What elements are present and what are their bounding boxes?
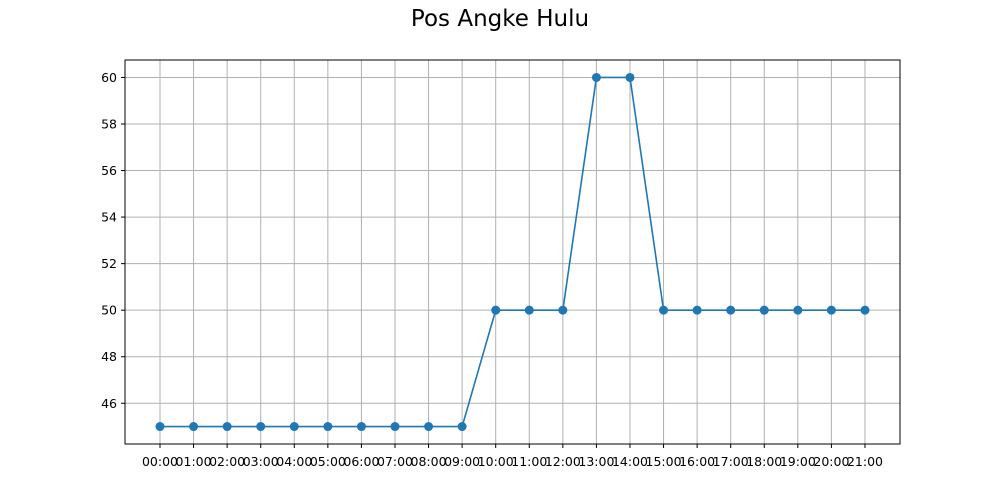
series-line [160,76,865,428]
plot-frame [124,59,901,445]
y-tick-label: 48 [101,349,117,364]
data-point [222,422,232,432]
chart-title: Pos Angke Hulu [410,6,590,32]
x-tick-label: 11:00 [511,454,547,469]
x-tick-label: 02:00 [209,454,245,469]
data-point [256,422,266,432]
x-tick-label: 04:00 [276,454,312,469]
data-point [860,305,870,315]
x-tick-label: 18:00 [746,454,782,469]
y-tick-label: 52 [101,256,117,271]
x-tick-label: 19:00 [780,454,816,469]
x-tick-label: 20:00 [813,454,849,469]
x-tick-label: 10:00 [478,454,514,469]
series-layer [155,72,870,432]
x-tick-label: 14:00 [612,454,648,469]
data-point [457,422,467,432]
data-point [826,305,836,315]
data-point [323,422,333,432]
x-tick-label: 00:00 [142,454,178,469]
data-point [424,422,434,432]
x-tick-label: 08:00 [411,454,447,469]
y-tick-label: 54 [101,210,117,225]
data-point [289,422,299,432]
data-point [759,305,769,315]
x-tick-label: 05:00 [310,454,346,469]
x-tick-label: 13:00 [578,454,614,469]
x-tick-label: 21:00 [847,454,883,469]
x-tick-label: 12:00 [545,454,581,469]
data-point [591,72,601,82]
data-point [625,72,635,82]
data-point [155,422,165,432]
x-tick-label: 15:00 [646,454,682,469]
data-point [356,422,366,432]
x-tick-label: 16:00 [679,454,715,469]
x-tick-label: 01:00 [176,454,212,469]
x-tick-label: 06:00 [343,454,379,469]
data-point [692,305,702,315]
data-point [793,305,803,315]
y-tick-label: 46 [101,396,117,411]
data-point [390,422,400,432]
axes: 00:0001:0002:0003:0004:0005:0006:0007:00… [101,70,883,469]
x-tick-label: 03:00 [243,454,279,469]
data-point [524,305,534,315]
data-point [558,305,568,315]
y-tick-label: 50 [101,303,117,318]
x-tick-label: 17:00 [713,454,749,469]
x-tick-label: 07:00 [377,454,413,469]
data-point [491,305,501,315]
x-tick-label: 09:00 [444,454,480,469]
data-point [659,305,669,315]
y-tick-label: 60 [101,70,117,85]
y-tick-label: 56 [101,163,117,178]
data-point [189,422,199,432]
data-point [726,305,736,315]
y-tick-label: 58 [101,117,117,132]
grid [125,60,900,444]
